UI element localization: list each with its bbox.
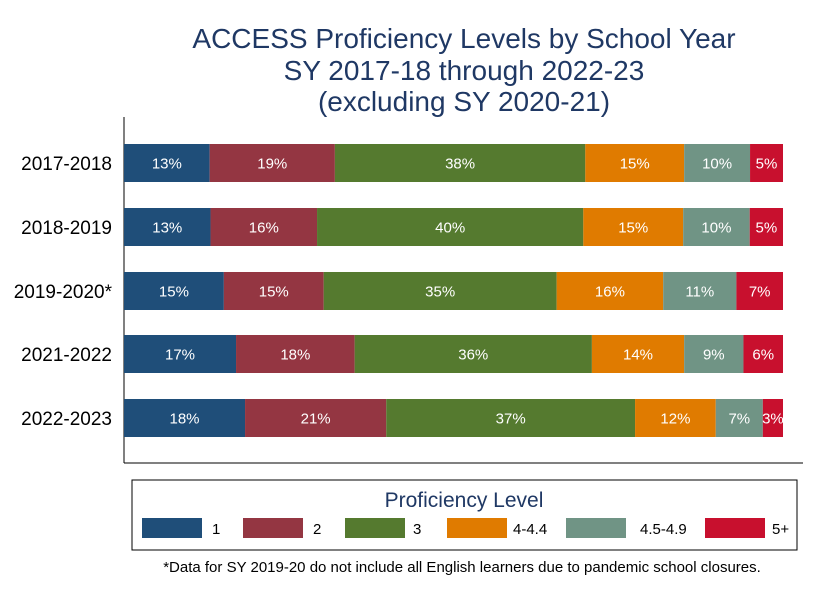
data-label: 10% xyxy=(701,220,731,237)
data-label: 13% xyxy=(152,156,182,173)
data-label: 9% xyxy=(703,347,725,364)
data-label: 35% xyxy=(425,284,455,301)
data-label: 11% xyxy=(685,284,714,301)
legend-label: 1 xyxy=(212,521,220,538)
data-label: 37% xyxy=(496,411,526,428)
category-label: 2022-2023 xyxy=(21,409,112,430)
bar-segment xyxy=(743,335,783,373)
legend-label: 2 xyxy=(313,521,321,538)
bar-segment xyxy=(223,272,324,310)
chart-title-line: (excluding SY 2020-21) xyxy=(318,86,610,117)
bar-segment xyxy=(354,335,592,373)
bar-segment xyxy=(715,399,763,437)
bar-segment xyxy=(736,272,783,310)
data-label: 16% xyxy=(249,220,279,237)
data-label: 38% xyxy=(445,156,475,173)
data-label: 10% xyxy=(702,156,732,173)
data-label: 21% xyxy=(301,411,331,428)
bar-segment xyxy=(210,208,318,246)
legend-title: Proficiency Level xyxy=(385,489,544,512)
bar-segment xyxy=(591,335,685,373)
bar-segment xyxy=(245,399,387,437)
legend-label: 4.5-4.9 xyxy=(640,521,687,538)
bar-segment xyxy=(750,144,783,182)
bar-segment xyxy=(683,208,750,246)
data-label: 15% xyxy=(618,220,648,237)
bar-segment xyxy=(684,144,751,182)
footnote: *Data for SY 2019-20 do not include all … xyxy=(163,559,761,576)
legend-swatch xyxy=(566,518,626,538)
data-label: 19% xyxy=(257,156,287,173)
bar-segment xyxy=(663,272,737,310)
data-label: 16% xyxy=(595,284,625,301)
data-label: 18% xyxy=(170,411,200,428)
data-label: 3% xyxy=(762,411,784,428)
data-label: 36% xyxy=(458,347,488,364)
data-label: 40% xyxy=(435,220,465,237)
category-label: 2019-2020* xyxy=(14,282,113,303)
data-label: 15% xyxy=(159,284,189,301)
legend-swatch xyxy=(345,518,405,538)
bar-segment xyxy=(386,399,636,437)
data-label: 13% xyxy=(152,220,182,237)
bar-segment xyxy=(124,272,224,310)
bar-segment xyxy=(749,208,783,246)
bar-segment xyxy=(124,335,237,373)
bar-segment xyxy=(323,272,557,310)
bar-segment xyxy=(124,399,246,437)
data-label: 5% xyxy=(756,156,778,173)
legend-label: 5+ xyxy=(772,521,789,538)
legend-swatch xyxy=(447,518,507,538)
data-label: 15% xyxy=(259,284,289,301)
legend: Proficiency Level 1 2 3 4-4.4 4.5-4.9 5+ xyxy=(131,479,798,551)
bar-segment xyxy=(556,272,664,310)
chart-title-line: ACCESS Proficiency Levels by School Year xyxy=(192,23,735,54)
data-label: 15% xyxy=(620,156,650,173)
legend-label: 3 xyxy=(413,521,421,538)
data-label: 12% xyxy=(660,411,690,428)
bar-segment xyxy=(124,208,211,246)
bar-segment xyxy=(684,335,744,373)
bar-segment xyxy=(583,208,684,246)
data-label: 7% xyxy=(749,284,771,301)
bar-segment xyxy=(762,399,783,437)
bar-segment xyxy=(317,208,584,246)
legend-swatch xyxy=(705,518,765,538)
legend-swatch xyxy=(142,518,202,538)
bar-segment xyxy=(334,144,586,182)
category-label: 2017-2018 xyxy=(21,154,112,175)
data-label: 5% xyxy=(756,220,778,237)
bar-segment xyxy=(585,144,685,182)
category-label: 2018-2019 xyxy=(21,218,112,239)
bar-segment xyxy=(635,399,716,437)
bar-segment xyxy=(236,335,355,373)
legend-label: 4-4.4 xyxy=(513,521,547,538)
chart-title: ACCESS Proficiency Levels by School Year… xyxy=(192,23,735,117)
data-label: 6% xyxy=(752,347,774,364)
bar-segment xyxy=(209,144,335,182)
category-labels: 2017-2018 2018-2019 2019-2020* 2021-2022 202… xyxy=(14,154,113,430)
data-label: 18% xyxy=(280,347,310,364)
bars: 13% 19% 38% 15% 10% 5% 13% 16% 40% 15% 10% 5% 15% 15%… xyxy=(124,144,784,437)
bar-segment xyxy=(124,144,210,182)
category-label: 2021-2022 xyxy=(21,345,112,366)
data-label: 17% xyxy=(165,347,195,364)
legend-swatch xyxy=(243,518,303,538)
chart-title-line: SY 2017-18 through 2022-23 xyxy=(284,55,645,86)
legend-box xyxy=(131,479,798,551)
data-label: 14% xyxy=(623,347,653,364)
data-label: 7% xyxy=(728,411,750,428)
